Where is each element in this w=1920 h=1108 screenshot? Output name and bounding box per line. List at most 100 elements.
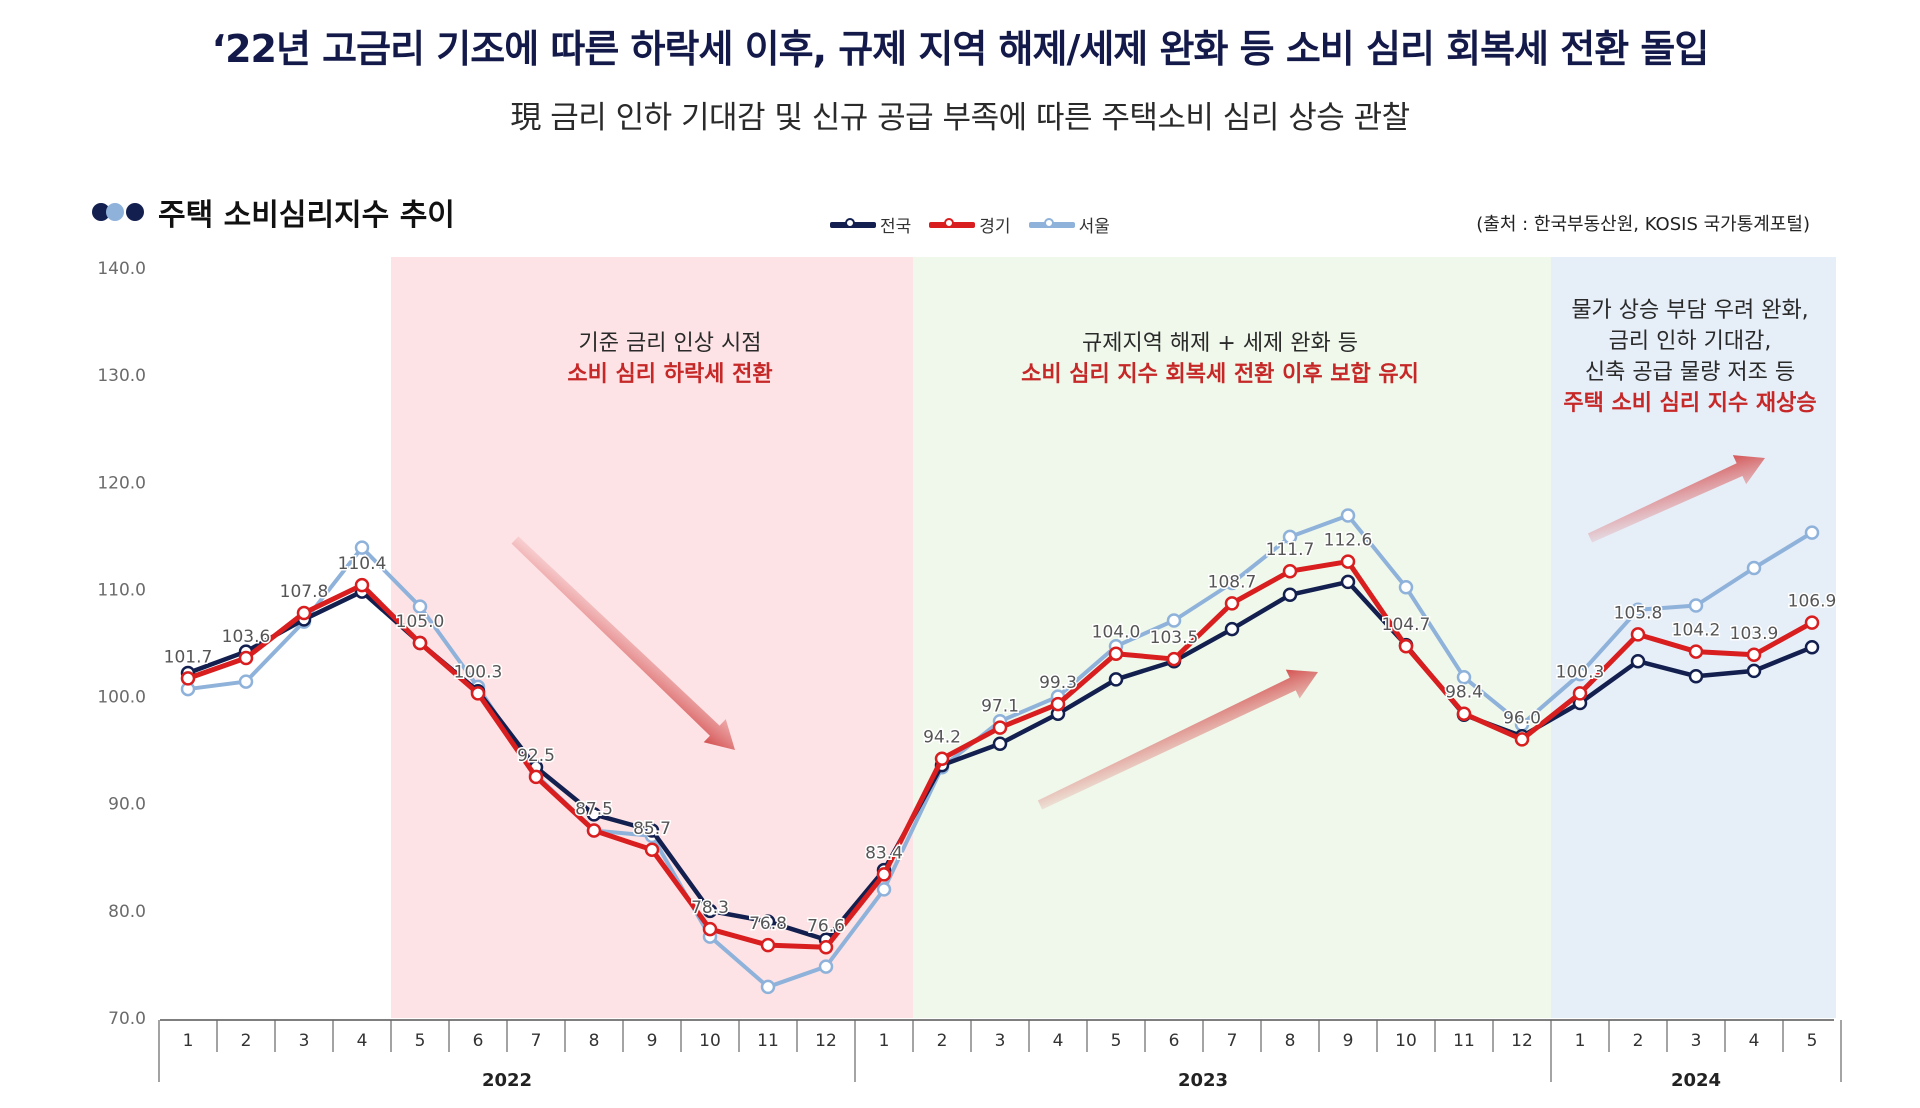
y-tick-label: 130.0: [97, 366, 146, 386]
source-note: (출처 : 한국부동산원, KOSIS 국가통계포털): [1476, 214, 1810, 235]
legend: 전국 경기 서울: [830, 212, 1128, 237]
data-point: [702, 903, 718, 919]
data-point: [1224, 575, 1240, 591]
data-label: 112.6: [1324, 531, 1373, 551]
x-tick-label: 3: [1691, 1031, 1702, 1051]
data-point: [1804, 640, 1820, 655]
period-note-2023: 규제지역 해제 + 세제 완화 등 소비 심리 지수 회복세 전환 이후 보합 …: [960, 328, 1480, 390]
data-point: [296, 605, 312, 621]
data-point: [1746, 560, 1762, 576]
data-label: 92.5: [517, 746, 555, 766]
data-label: 78.3: [691, 898, 729, 918]
data-point: [760, 914, 776, 929]
data-label: 108.7: [1208, 572, 1257, 592]
x-tick-label: 6: [1169, 1031, 1180, 1051]
chart-title: 주택 소비심리지수 추이: [158, 198, 455, 233]
data-point: [238, 650, 254, 666]
legend-swatch-seoul: [1028, 217, 1075, 228]
y-tick-label: 110.0: [97, 580, 146, 600]
x-group-label: 2024: [1671, 1070, 1721, 1091]
trend-up-arrow-icon: [1587, 455, 1766, 543]
data-label: 104.7: [1382, 615, 1431, 635]
period-2024-line3: 신축 공급 물량 저조 등: [1584, 360, 1796, 385]
x-tick-label: 2: [241, 1031, 252, 1051]
data-point: [1572, 666, 1588, 682]
data-point: [760, 979, 776, 995]
data-point: [412, 635, 428, 651]
data-point: [1224, 621, 1240, 637]
data-point: [586, 807, 602, 822]
data-point: [1456, 670, 1472, 685]
data-point: [1340, 574, 1356, 590]
data-label: 103.6: [222, 627, 271, 647]
data-label: 101.7: [164, 647, 213, 667]
data-point: [470, 686, 486, 701]
data-label: 105.0: [396, 612, 445, 632]
data-point: [1630, 602, 1646, 618]
x-tick-label: 2: [1633, 1031, 1644, 1051]
period-band-1: [391, 257, 913, 1018]
x-tick-label: 4: [1053, 1031, 1064, 1051]
period-band-2: [913, 257, 1551, 1018]
period-2022-line1: 기준 금리 인상 시점: [578, 331, 762, 356]
data-point: [1340, 554, 1356, 569]
data-label: 106.9: [1788, 592, 1837, 612]
data-point: [1746, 663, 1762, 679]
data-label: 100.3: [454, 662, 503, 682]
period-2024-line2: 금리 인하 기대감,: [1608, 329, 1772, 354]
period-2022-line2: 소비 심리 하락세 전환: [567, 362, 773, 387]
x-group-label: 2023: [1178, 1070, 1228, 1091]
data-point: [1456, 706, 1472, 721]
slide-subtitle: 現 금리 인하 기대감 및 신규 공급 부족에 따른 주택소비 심리 상승 관찰: [510, 100, 1410, 136]
data-label: 99.3: [1039, 673, 1077, 693]
data-point: [876, 867, 892, 882]
x-tick-label: 1: [879, 1031, 890, 1051]
legend-label-seoul: 서울: [1078, 217, 1110, 237]
data-label: 94.2: [923, 728, 961, 748]
x-tick-label: 6: [473, 1031, 484, 1051]
data-point: [1050, 696, 1066, 712]
bullet-dots-icon: [92, 203, 144, 221]
x-tick-label: 8: [1285, 1031, 1296, 1051]
x-tick-label: 5: [1807, 1031, 1818, 1051]
data-point: [876, 882, 892, 897]
y-tick-label: 70.0: [108, 1009, 146, 1029]
data-point: [1804, 615, 1820, 630]
y-tick-label: 100.0: [97, 688, 146, 708]
x-tick-label: 11: [1453, 1031, 1475, 1051]
trend-up-arrow-icon: [1037, 669, 1319, 810]
data-label: 110.4: [338, 554, 387, 574]
data-label: 98.4: [1445, 683, 1483, 703]
x-tick-label: 7: [531, 1031, 542, 1051]
data-point: [818, 959, 834, 974]
slide-title: ‘22년 고금리 기조에 따른 하락세 이후, 규제 지역 해제/세제 완화 등…: [211, 27, 1710, 71]
data-point: [1746, 647, 1762, 663]
data-label: 103.9: [1730, 624, 1779, 644]
data-point: [1630, 653, 1646, 669]
data-point: [1688, 598, 1704, 613]
data-point: [180, 671, 196, 686]
data-point: [644, 842, 660, 858]
data-point: [1340, 508, 1356, 523]
data-label: 97.1: [981, 697, 1019, 717]
data-point: [644, 823, 660, 838]
y-tick-label: 120.0: [97, 473, 146, 493]
x-tick-label: 5: [1111, 1031, 1122, 1051]
series-경기: [180, 554, 1820, 955]
legend-swatch-gyeonggi: [929, 217, 976, 228]
data-point: [992, 720, 1008, 735]
data-point: [992, 736, 1008, 751]
x-tick-label: 4: [357, 1031, 368, 1051]
data-point: [1572, 686, 1588, 701]
data-point: [354, 540, 370, 555]
x-tick-label: 9: [647, 1031, 658, 1051]
data-point: [760, 937, 776, 953]
data-point: [528, 769, 544, 785]
data-point: [702, 921, 718, 937]
period-2023-line1: 규제지역 해제 + 세제 완화 등: [1081, 331, 1359, 356]
data-point: [412, 599, 428, 614]
x-tick-label: 9: [1343, 1031, 1354, 1051]
data-point: [1688, 668, 1704, 684]
data-label: 104.0: [1092, 623, 1141, 643]
